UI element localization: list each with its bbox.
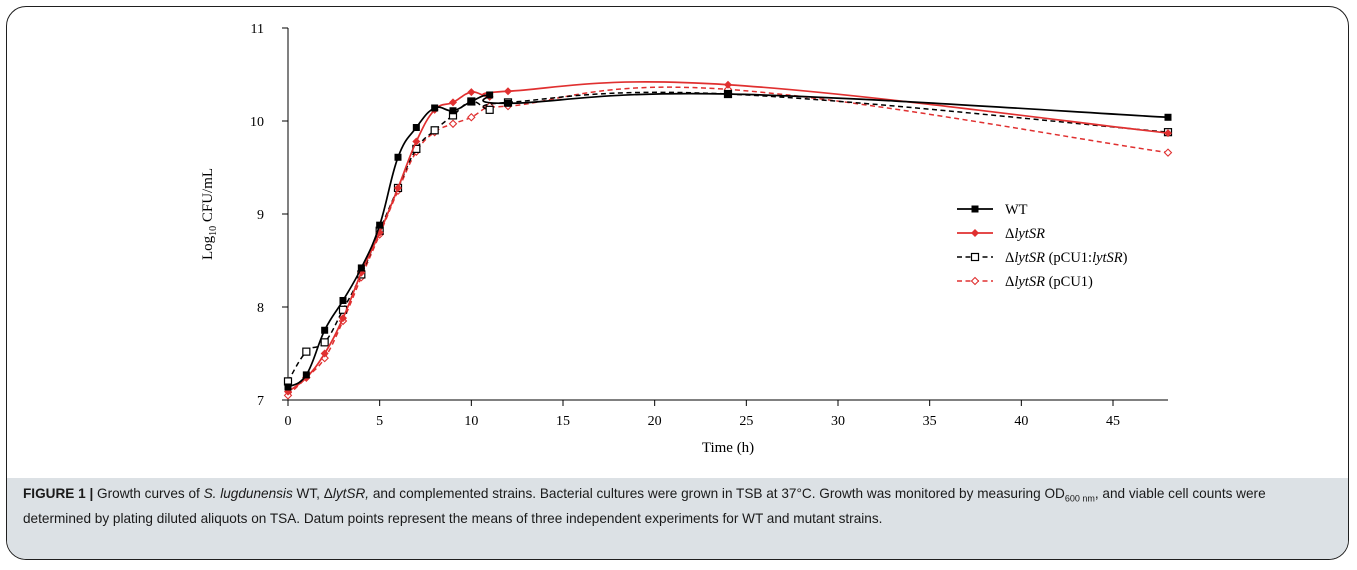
caption-fragment: Growth curves of <box>93 486 204 501</box>
data-point <box>1164 129 1172 138</box>
legend-label-part: Δ <box>1005 226 1014 242</box>
caption-text: Growth curves of S. lugdunensis WT, Δlyt… <box>23 486 1266 526</box>
data-point <box>504 87 512 96</box>
caption-fragment: lytSR, <box>332 486 370 501</box>
figure-frame: 7 8 9 10 11 0 5 10 15 20 25 30 35 40 45 WT ΔlytSR ΔlytSR… <box>6 6 1349 560</box>
data-point <box>449 107 457 115</box>
data-point <box>504 99 512 107</box>
y-tick-label: 11 <box>251 22 264 37</box>
caption-fragment: 600 nm <box>1064 493 1095 504</box>
legend-label: ΔlytSR <box>1005 226 1045 242</box>
data-point <box>412 124 420 132</box>
x-tick-label: 30 <box>831 414 845 429</box>
x-tick-label: 40 <box>1014 414 1028 429</box>
legend-label-part: lytSR <box>1014 226 1045 242</box>
x-tick-label: 0 <box>285 414 292 429</box>
data-point <box>724 90 732 98</box>
legend-label-part: ) <box>1123 250 1128 266</box>
legend-item-1: ΔlytSR <box>957 226 1045 242</box>
data-point <box>394 153 402 161</box>
data-point <box>1164 113 1172 121</box>
data-point <box>486 91 494 99</box>
x-tick-label: 20 <box>648 414 662 429</box>
legend-swatch-marker <box>971 205 979 213</box>
data-point <box>1163 148 1173 157</box>
data-point <box>467 97 475 105</box>
legend-label-part: Δ <box>1005 250 1014 266</box>
y-tick-label: 10 <box>250 115 264 130</box>
data-point <box>485 105 494 114</box>
data-point <box>430 126 439 135</box>
legend-label: ΔlytSR (pCU1:lytSR) <box>1005 250 1128 266</box>
y-label-subscript: 10 <box>208 226 219 236</box>
legend-item-3: ΔlytSR (pCU1) <box>957 274 1093 290</box>
y-label-prefix: Log <box>200 235 216 260</box>
figure-caption: FIGURE 1 | Growth curves of S. lugdunens… <box>23 484 1332 528</box>
series-0 <box>284 90 1172 391</box>
x-axis-label: Time (h) <box>702 440 754 456</box>
legend-swatch-marker <box>971 229 979 237</box>
y-axis-label: Log10 CFU/mL <box>200 168 219 260</box>
data-point <box>467 88 476 97</box>
data-point <box>320 338 329 347</box>
data-point <box>357 264 365 272</box>
x-tick-label: 5 <box>376 414 383 429</box>
data-point <box>448 119 458 129</box>
data-point <box>467 113 476 122</box>
x-tick-label: 15 <box>556 414 570 429</box>
legend-label-part: (pCU1) <box>1045 274 1093 290</box>
x-tick-label: 10 <box>464 414 478 429</box>
legend-swatch-marker <box>970 252 980 262</box>
figure-label: FIGURE 1 | <box>23 486 94 501</box>
x-tick-label: 25 <box>739 414 753 429</box>
legend-label: WT <box>1005 202 1028 218</box>
legend-label-part: Δ <box>1005 274 1014 290</box>
x-tick-label: 35 <box>923 414 937 429</box>
caption-fragment: S. lugdunensis <box>203 486 293 501</box>
legend-label-part: lytSR <box>1014 274 1045 290</box>
data-point <box>724 80 732 89</box>
data-point <box>449 98 457 107</box>
y-tick-label: 8 <box>257 301 264 316</box>
data-point <box>412 137 421 146</box>
legend-label: ΔlytSR (pCU1) <box>1005 274 1093 290</box>
data-point <box>339 296 347 304</box>
series-layer <box>283 80 1173 400</box>
legend-swatch-marker <box>970 276 980 286</box>
data-point <box>302 371 310 379</box>
caption-band: FIGURE 1 | Growth curves of S. lugdunens… <box>7 478 1348 559</box>
caption-fragment: and complemented strains. Bacterial cult… <box>369 486 1065 501</box>
axes: 7 8 9 10 11 0 5 10 15 20 25 30 35 40 45 <box>250 22 1168 429</box>
legend-item-2: ΔlytSR (pCU1:lytSR) <box>957 250 1128 266</box>
data-point <box>302 347 311 356</box>
y-label-suffix: CFU/mL <box>200 168 216 226</box>
caption-fragment: , and viable cell counts were determined… <box>23 486 1266 526</box>
data-point <box>320 349 329 358</box>
series-3 <box>283 85 1173 400</box>
data-point <box>284 383 292 391</box>
data-point <box>339 314 347 323</box>
legend-item-0: WT <box>957 202 1028 218</box>
y-tick-label: 9 <box>257 208 264 223</box>
legend-label-part: (pCU1: <box>1045 250 1092 266</box>
data-point <box>321 326 329 334</box>
legend-label-part: WT <box>1005 202 1028 218</box>
legend-label-part: lytSR <box>1092 250 1123 266</box>
legend-label-part: lytSR <box>1014 250 1045 266</box>
data-point <box>431 104 439 112</box>
caption-fragment: WT, Δ <box>292 486 333 501</box>
data-point <box>376 221 384 229</box>
data-point <box>394 183 402 192</box>
y-tick-label: 7 <box>257 394 264 409</box>
x-tick-label: 45 <box>1106 414 1120 429</box>
